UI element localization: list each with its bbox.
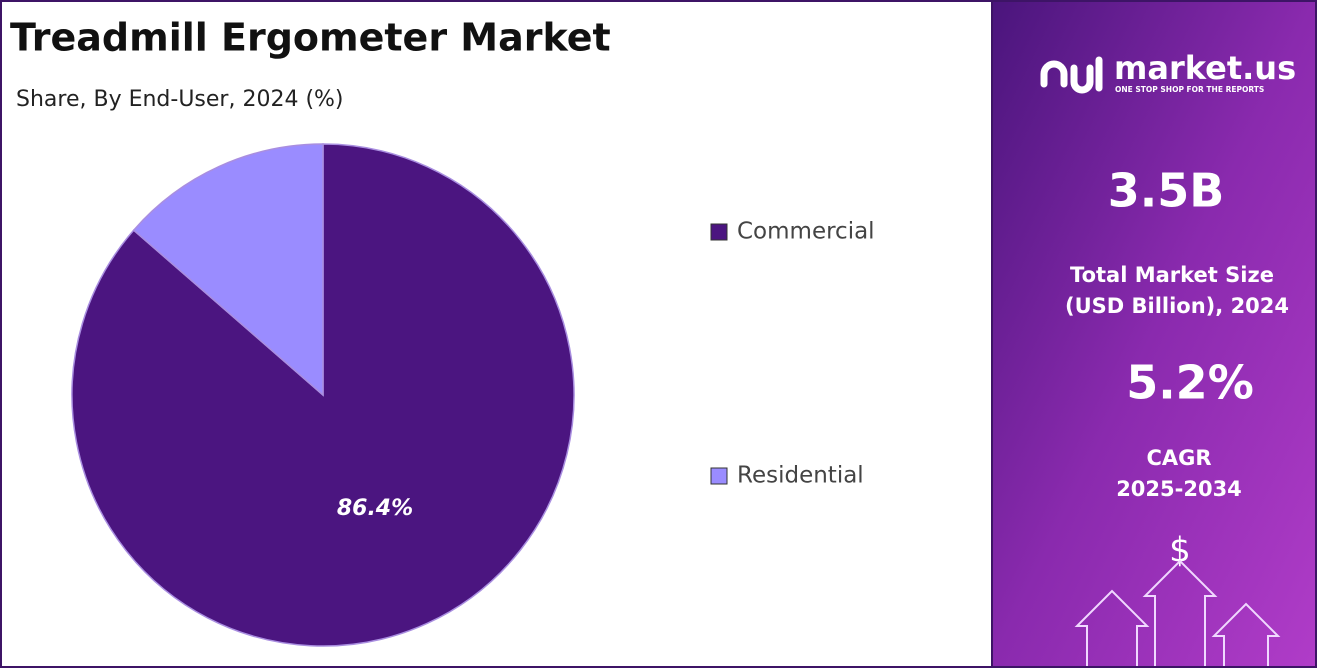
chart-subtitle: Share, By End-User, 2024 (%) [16,87,344,112]
stat-label: 2025-2034 [1116,477,1242,501]
brand: market.us [1114,49,1296,87]
stat-label: Total Market Size [1070,263,1274,287]
chart-title: Treadmill Ergometer Market [10,16,611,60]
legend-swatch [710,223,728,241]
data-label: 86.4% [337,496,413,521]
stat-value: 3.5B [1108,164,1225,218]
pie-slice [132,143,324,397]
arrows-decoration [1074,559,1281,666]
logo-icon [1040,56,1103,94]
legend-label: Commercial [737,219,875,245]
legend-label: Residential [737,463,864,489]
info-panel [992,2,1315,666]
stat-label: (USD Billion), 2024 [1065,294,1289,318]
stat-label: CAGR [1146,446,1211,470]
icon-dollar: $ [1169,531,1191,571]
tagline: ONE STOP SHOP FOR THE REPORTS [1115,85,1264,94]
stat-value: 5.2% [1126,356,1254,410]
legend-swatch [710,467,728,485]
